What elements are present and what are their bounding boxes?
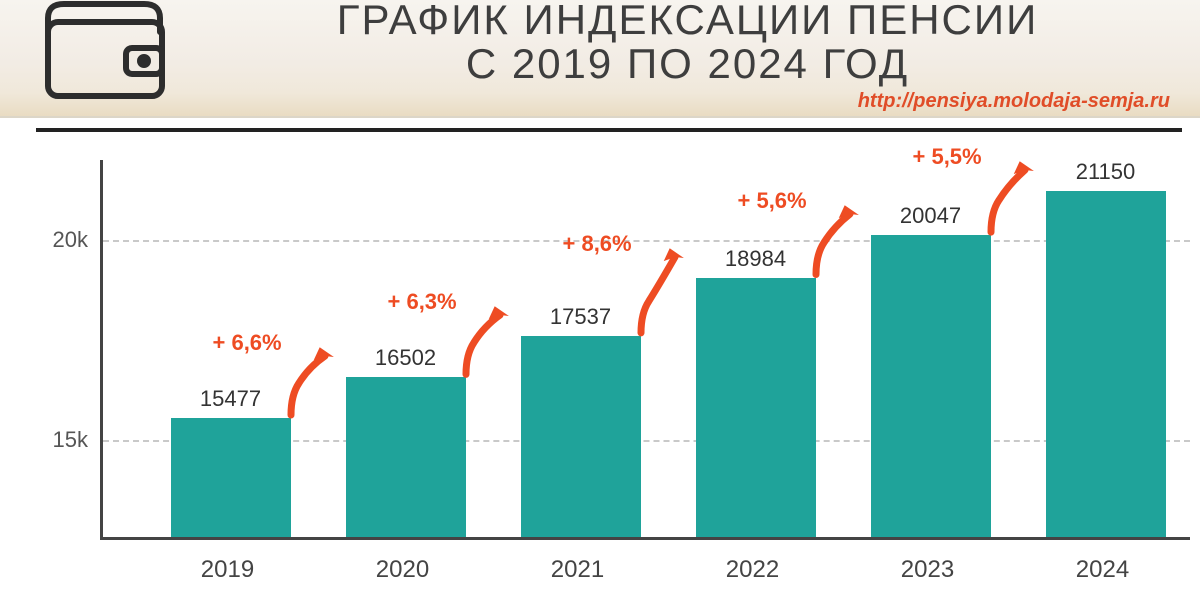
growth-arrow-icon xyxy=(460,309,520,400)
bar-rect xyxy=(696,278,816,537)
pct-label: + 8,6% xyxy=(563,231,632,257)
pension-chart: 15477 + 6,6% 16502 + 6,3% 17537 + 8,6% 18984 + … xyxy=(10,150,1190,600)
bar: 20047 xyxy=(871,157,991,537)
header-divider xyxy=(36,128,1182,132)
growth-arrow-icon xyxy=(810,208,870,301)
bar-rect xyxy=(1046,191,1166,537)
bar-rect xyxy=(346,377,466,537)
x-category: 2023 xyxy=(868,556,988,584)
pct-label: + 5,5% xyxy=(913,144,982,170)
bar-rect xyxy=(521,336,641,537)
bar-value: 15477 xyxy=(171,386,291,412)
x-category: 2022 xyxy=(693,556,813,584)
x-category: 2021 xyxy=(518,556,638,584)
ytick-label: 15k xyxy=(53,427,88,453)
growth-arrow-icon xyxy=(285,350,345,441)
title-line-2: С 2019 ПО 2024 ГОД xyxy=(195,42,1180,86)
bar: 21150 xyxy=(1046,157,1166,537)
bar-value: 17537 xyxy=(521,304,641,330)
bar-value: 21150 xyxy=(1046,159,1166,185)
header: ГРАФИК ИНДЕКСАЦИИ ПЕНСИИ С 2019 ПО 2024 … xyxy=(0,0,1200,118)
bar-value: 18984 xyxy=(696,246,816,272)
ytick-label: 20k xyxy=(53,227,88,253)
bar-value: 20047 xyxy=(871,203,991,229)
growth-arrow-icon xyxy=(635,251,695,359)
pct-label: + 5,6% xyxy=(738,188,807,214)
pct-label: + 6,3% xyxy=(388,289,457,315)
x-category: 2019 xyxy=(168,556,288,584)
wallet-icon xyxy=(40,0,170,102)
title: ГРАФИК ИНДЕКСАЦИИ ПЕНСИИ С 2019 ПО 2024 … xyxy=(195,0,1180,86)
bar-rect xyxy=(871,235,991,537)
bar: 16502 xyxy=(346,157,466,537)
bar-rect xyxy=(171,418,291,537)
growth-arrow-icon xyxy=(985,164,1045,258)
plot-area: 15477 + 6,6% 16502 + 6,3% 17537 + 8,6% 18984 + … xyxy=(100,160,1190,540)
x-category: 2024 xyxy=(1043,556,1163,584)
source-url: http://pensiya.molodaja-semja.ru xyxy=(858,90,1170,113)
x-category: 2020 xyxy=(343,556,463,584)
pct-label: + 6,6% xyxy=(213,330,282,356)
bar-value: 16502 xyxy=(346,345,466,371)
title-line-1: ГРАФИК ИНДЕКСАЦИИ ПЕНСИИ xyxy=(195,0,1180,42)
bar: 17537 xyxy=(521,157,641,537)
